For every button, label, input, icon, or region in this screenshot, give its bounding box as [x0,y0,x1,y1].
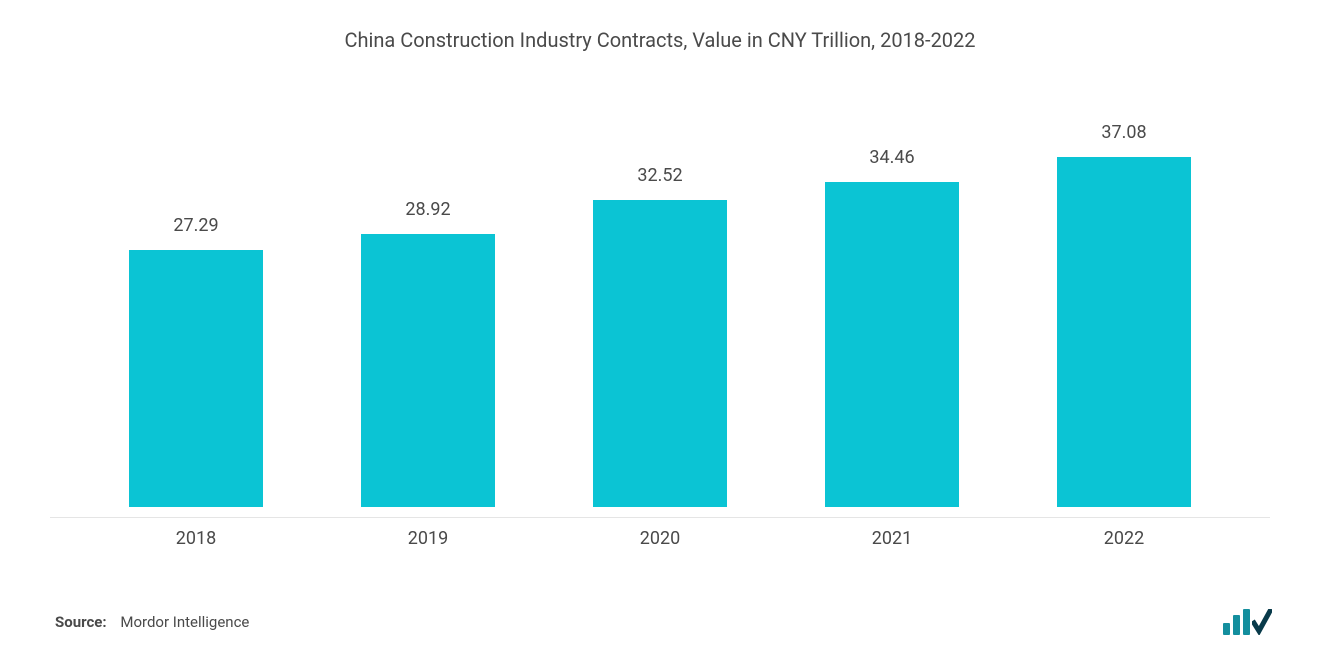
bar-value-label: 28.92 [405,199,450,220]
chart-container: China Construction Industry Contracts, V… [0,0,1320,665]
bar-group: 37.08 [1039,122,1209,507]
bar [361,234,495,507]
bar [129,250,263,507]
x-axis-label: 2022 [1039,528,1209,549]
bar [825,182,959,507]
x-axis-label: 2019 [343,528,513,549]
x-axis-label: 2018 [111,528,281,549]
x-axis: 2018 2019 2020 2021 2022 [50,518,1270,549]
bar-value-label: 32.52 [637,165,682,186]
bar-group: 34.46 [807,122,977,507]
bar-value-label: 37.08 [1101,122,1146,143]
bar-group: 27.29 [111,122,281,507]
source-value: Mordor Intelligence [120,613,249,631]
brand-logo [1223,609,1270,635]
bar-group: 32.52 [575,122,745,507]
logo-bars-icon [1223,609,1250,635]
bar [1057,157,1191,507]
bar-value-label: 34.46 [869,147,914,168]
source-label: Source: [55,613,107,631]
x-axis-label: 2020 [575,528,745,549]
chart-footer: Source: Mordor Intelligence [50,609,1270,635]
bar-value-label: 27.29 [173,215,218,236]
bar-group: 28.92 [343,122,513,507]
source-line: Source: Mordor Intelligence [55,613,249,631]
x-axis-label: 2021 [807,528,977,549]
bar [593,200,727,507]
chart-title: China Construction Industry Contracts, V… [50,28,1270,52]
logo-check-icon [1252,609,1270,635]
plot-area: 27.29 28.92 32.52 34.46 37.08 [50,122,1270,518]
